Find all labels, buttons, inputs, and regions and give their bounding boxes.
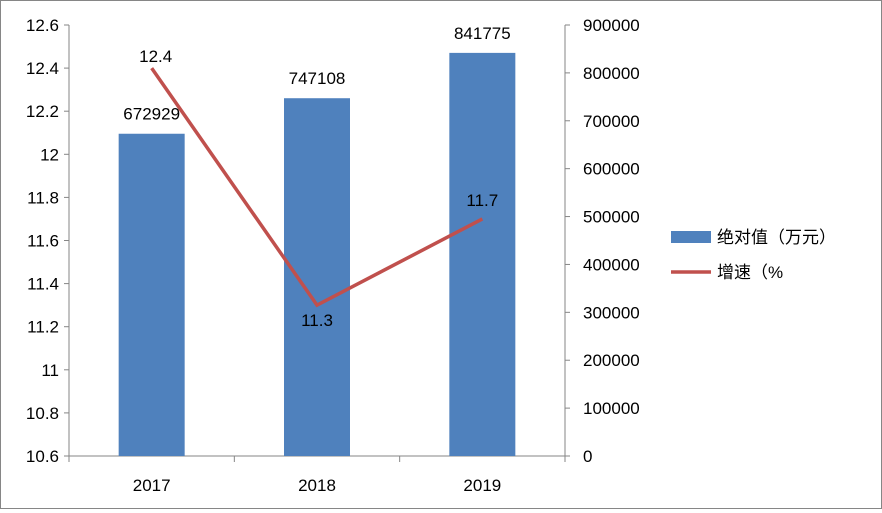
- right-axis-tick-label: 700000: [583, 112, 640, 131]
- bar-2018: [284, 98, 350, 456]
- x-axis-tick-label: 2017: [133, 476, 171, 495]
- line-data-label: 12.4: [139, 47, 172, 66]
- right-axis-tick-label: 900000: [583, 16, 640, 35]
- left-axis-tick-label: 12.6: [26, 16, 59, 35]
- left-axis-tick-label: 10.8: [26, 404, 59, 423]
- line-data-label: 11.3: [301, 311, 333, 330]
- left-axis-tick-label: 11.6: [27, 232, 59, 251]
- right-axis-tick-label: 200000: [583, 351, 640, 370]
- right-axis-tick-label: 500000: [583, 208, 640, 227]
- legend-swatch-bar: [671, 231, 711, 243]
- bar-2017: [119, 134, 185, 456]
- legend-label-line: 增速（%: [717, 263, 783, 282]
- left-axis-tick-label: 12.4: [26, 59, 59, 78]
- x-axis-tick-label: 2018: [298, 476, 336, 495]
- left-axis-tick-label: 11.4: [27, 275, 59, 294]
- right-axis-tick-label: 400000: [583, 255, 640, 274]
- right-axis-tick-label: 0: [583, 447, 592, 466]
- left-axis-tick-label: 12.2: [26, 102, 59, 121]
- left-axis-tick-label: 12: [40, 145, 59, 164]
- left-axis-tick-label: 11.2: [27, 318, 59, 337]
- right-axis-tick-label: 600000: [583, 160, 640, 179]
- right-axis-tick-label: 800000: [583, 64, 640, 83]
- bar-2019: [449, 53, 515, 456]
- line-data-label: 11.7: [466, 191, 498, 210]
- bar-data-label: 747108: [289, 69, 346, 88]
- bar-data-label: 672929: [123, 105, 180, 124]
- left-axis-tick-label: 11: [41, 361, 59, 380]
- left-axis-tick-label: 11.8: [27, 188, 59, 207]
- right-axis-tick-label: 100000: [583, 399, 640, 418]
- bar-data-label: 841775: [454, 24, 511, 43]
- legend-label-bar: 绝对值（万元）: [717, 228, 836, 247]
- x-axis-tick-label: 2019: [463, 476, 501, 495]
- left-axis-tick-label: 10.6: [26, 447, 59, 466]
- right-axis-tick-label: 300000: [583, 303, 640, 322]
